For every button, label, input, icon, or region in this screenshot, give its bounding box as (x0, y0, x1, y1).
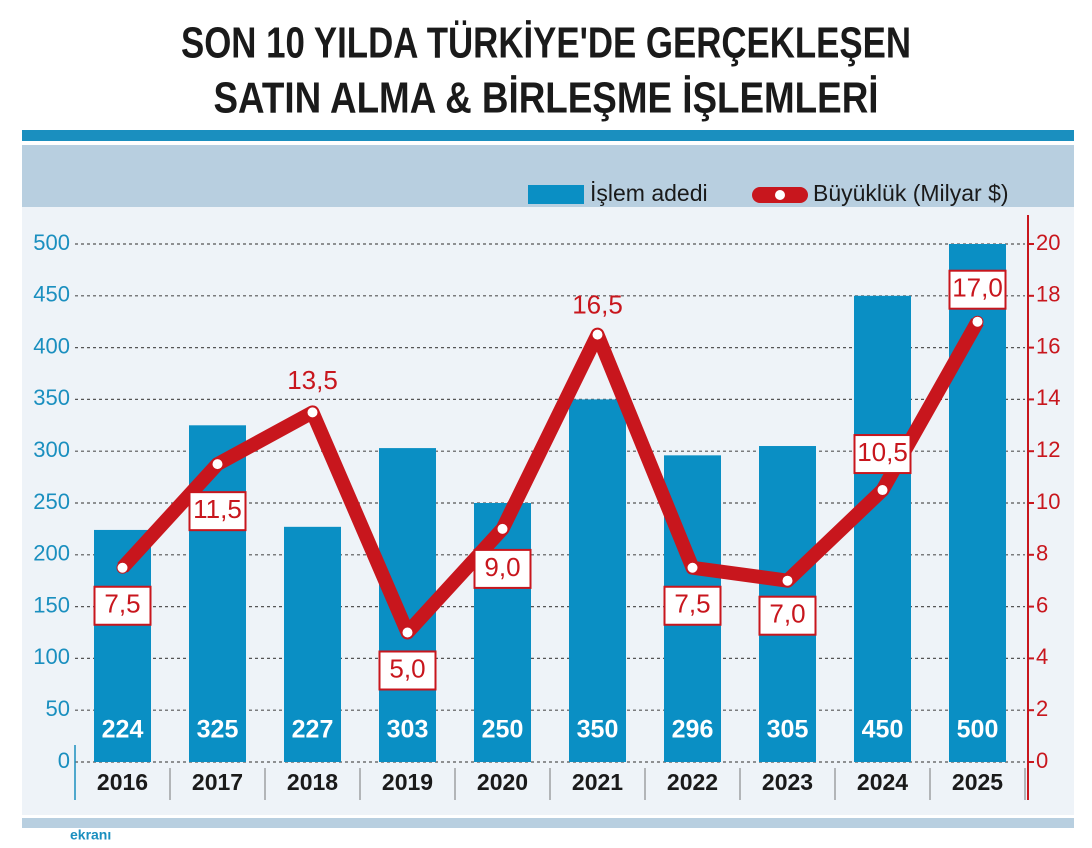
legend-label: İşlem adedi (590, 180, 708, 206)
x-tick-label: 2025 (952, 769, 1003, 795)
y2-tick-label: 8 (1036, 541, 1048, 566)
chart-title: SON 10 YILDA TÜRKİYE'DE GERÇEKLEŞEN (181, 19, 911, 68)
line-point (211, 458, 224, 471)
line-point (686, 561, 699, 574)
y2-tick-label: 6 (1036, 592, 1048, 617)
x-tick-label: 2018 (287, 769, 338, 795)
line-point (781, 574, 794, 587)
y-tick-label: 300 (33, 437, 70, 462)
bar-value-label: 296 (672, 716, 714, 744)
bar-value-label: 500 (957, 716, 999, 744)
y2-tick-label: 18 (1036, 282, 1060, 307)
y2-tick-label: 14 (1036, 385, 1060, 410)
bar (569, 399, 626, 762)
bar-value-label: 305 (767, 716, 809, 744)
legend-swatch-point (775, 190, 785, 200)
bar-value-label: 450 (862, 716, 904, 744)
line-value-label: 7,5 (104, 589, 140, 619)
bottom-band (22, 818, 1074, 828)
y2-tick-label: 4 (1036, 644, 1048, 669)
value-label-box (758, 595, 817, 636)
x-tick-label: 2021 (572, 769, 623, 795)
bar (284, 526, 341, 762)
value-label-box (473, 548, 532, 589)
bar-value-label: 250 (482, 716, 524, 744)
y2-tick-label: 2 (1036, 696, 1048, 721)
y2-tick-label: 16 (1036, 333, 1060, 358)
y2-tick-label: 20 (1036, 230, 1060, 255)
line-point (306, 406, 319, 419)
top-band (22, 130, 1074, 141)
bar (854, 295, 911, 762)
value-label-box (853, 434, 912, 475)
x-tick-label: 2017 (192, 769, 243, 795)
legend-swatch (528, 185, 584, 204)
y-tick-label: 0 (58, 748, 70, 773)
bar-value-label: 350 (577, 716, 619, 744)
x-tick-label: 2016 (97, 769, 148, 795)
line-point (496, 522, 509, 535)
value-label-box (93, 585, 152, 626)
bar-value-label: 325 (197, 716, 239, 744)
y-tick-label: 250 (33, 489, 70, 514)
y2-tick-label: 12 (1036, 437, 1060, 462)
x-tick-label: 2019 (382, 769, 433, 795)
value-label-box (948, 269, 1007, 310)
bar-value-label: 303 (387, 716, 429, 744)
line (117, 318, 984, 640)
value-label-box (188, 491, 247, 532)
x-tick-label: 2022 (667, 769, 718, 795)
line-point (401, 626, 414, 639)
line-value-label: 10,5 (857, 437, 908, 467)
y2-tick-label: 0 (1036, 748, 1048, 773)
line-point (591, 328, 604, 341)
line-value-label: 13,5 (287, 365, 338, 395)
line-point (116, 561, 129, 574)
x-tick-label: 2023 (762, 769, 813, 795)
line-point (971, 315, 984, 328)
x-tick-label: 2024 (857, 769, 908, 795)
y-tick-label: 500 (33, 230, 70, 255)
value-label-box (663, 585, 722, 626)
value-label-box (378, 650, 437, 691)
bar-value-label: 227 (292, 716, 334, 744)
line-value-label: 7,0 (769, 599, 805, 629)
y-tick-label: 50 (46, 696, 70, 721)
line-value-label: 7,5 (674, 589, 710, 619)
line-value-label: 9,0 (484, 552, 520, 582)
x-tick-label: 2020 (477, 769, 528, 795)
line-value-label: 17,0 (952, 273, 1003, 303)
y-tick-label: 200 (33, 541, 70, 566)
y2-tick-label: 10 (1036, 489, 1060, 514)
legend-label: Büyüklük (Milyar $) (813, 180, 1009, 206)
line-point (876, 484, 889, 497)
line-value-label: 11,5 (193, 494, 242, 524)
y-tick-label: 350 (33, 385, 70, 410)
y-tick-label: 450 (33, 282, 70, 307)
y-tick-label: 400 (33, 333, 70, 358)
source-logo: ekranı (70, 827, 111, 843)
line-value-label: 16,5 (572, 290, 623, 320)
bar-value-label: 224 (102, 716, 144, 744)
y-tick-label: 150 (33, 592, 70, 617)
y-tick-label: 100 (33, 644, 70, 669)
chart-title: SATIN ALMA & BİRLEŞME İŞLEMLERİ (214, 74, 879, 123)
line-value-label: 5,0 (389, 653, 425, 683)
